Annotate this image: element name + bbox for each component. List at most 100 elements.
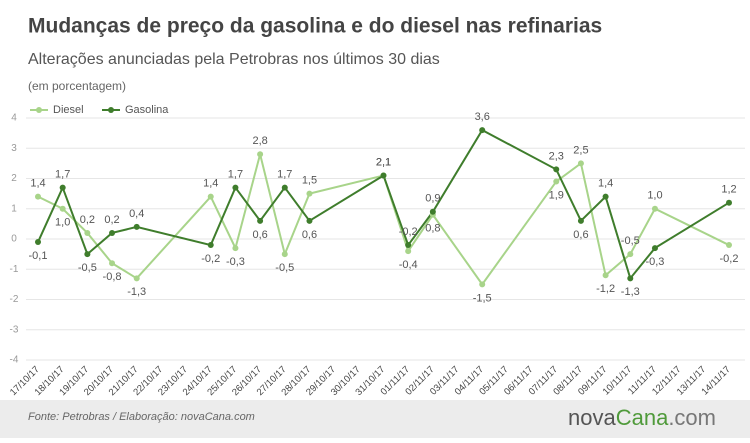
y-tick-label: 2	[11, 173, 17, 184]
data-label: 2,3	[549, 150, 564, 162]
data-label: -0,4	[399, 259, 418, 271]
legend-marker	[36, 107, 42, 113]
point	[35, 193, 41, 200]
point	[257, 217, 264, 224]
data-label: 0,6	[302, 229, 317, 241]
data-label: 0,4	[129, 208, 144, 220]
point	[553, 178, 560, 185]
point	[651, 245, 658, 252]
unit-note: (em porcentagem)	[28, 79, 126, 93]
data-label: -0,2	[720, 253, 739, 265]
logo: novaCana.com	[568, 405, 716, 430]
point	[133, 223, 140, 230]
point	[35, 239, 41, 246]
data-label: -0,8	[103, 271, 122, 283]
data-label: -0,2	[201, 253, 220, 265]
point	[479, 281, 486, 288]
series-line	[37, 128, 730, 281]
chart-title: Mudanças de preço da gasolina e do diese…	[28, 15, 602, 38]
legend-label: Gasolina	[125, 104, 169, 116]
point	[726, 242, 732, 249]
data-label: 2,1	[376, 156, 391, 168]
data-label: -0,5	[621, 235, 640, 247]
data-label: 0,2	[80, 214, 95, 226]
data-label: -0,3	[226, 256, 245, 268]
data-label: 1,2	[721, 184, 736, 196]
data-label: -1,2	[596, 283, 615, 295]
data-label: 2,1	[376, 156, 391, 168]
point	[84, 229, 91, 236]
y-tick-label: -3	[10, 324, 19, 335]
point	[553, 166, 560, 173]
point	[405, 248, 412, 255]
y-tick-label: 4	[11, 113, 17, 124]
point	[306, 217, 313, 224]
point	[133, 275, 140, 282]
point	[257, 151, 264, 158]
data-label: 2,8	[252, 135, 267, 147]
footer-band	[0, 400, 750, 438]
point	[577, 160, 584, 167]
point	[59, 205, 66, 212]
point	[405, 242, 412, 249]
series-line	[37, 154, 730, 287]
data-label: 0,2	[104, 214, 119, 226]
data-label: 3,6	[475, 111, 490, 123]
data-label: 0,6	[252, 229, 267, 241]
point	[207, 242, 214, 249]
data-label: 1,4	[30, 178, 45, 190]
point	[627, 251, 634, 258]
point	[109, 260, 116, 267]
data-label: -0,3	[645, 256, 664, 268]
point	[627, 275, 634, 282]
data-label: 1,4	[598, 178, 613, 190]
point	[602, 193, 609, 200]
legend-marker	[108, 107, 114, 113]
point	[726, 199, 732, 206]
point	[84, 251, 91, 258]
legend-label: Diesel	[53, 104, 84, 116]
point	[281, 251, 288, 258]
data-label: 0,6	[573, 229, 588, 241]
point	[429, 208, 436, 215]
data-label: -1,3	[621, 286, 640, 298]
point	[232, 184, 239, 191]
y-tick-label: -1	[10, 264, 19, 275]
point	[380, 172, 387, 179]
point	[59, 184, 66, 191]
data-label: -0,2	[399, 226, 418, 238]
point	[207, 193, 214, 200]
logo-part: Cana	[616, 405, 669, 430]
y-tick-label: 3	[11, 143, 17, 154]
point	[577, 217, 584, 224]
data-label: 1,4	[203, 178, 218, 190]
y-tick-label: 1	[11, 203, 17, 214]
data-label: 1,7	[228, 168, 243, 180]
point	[306, 190, 313, 197]
point	[602, 272, 609, 279]
data-label: -1,3	[127, 286, 146, 298]
y-tick-label: -4	[10, 355, 19, 366]
data-label: 0,8	[425, 223, 440, 235]
data-label: 1,9	[549, 189, 564, 201]
data-label: 1,0	[55, 217, 70, 229]
y-tick-label: 0	[11, 234, 17, 245]
data-label: 2,5	[573, 144, 588, 156]
data-label: 1,7	[55, 168, 70, 180]
point	[109, 229, 116, 236]
data-label: 1,7	[277, 168, 292, 180]
source: Fonte: Petrobras / Elaboração: novaCana.…	[28, 411, 255, 423]
point	[281, 184, 288, 191]
y-tick-label: -2	[10, 294, 19, 305]
data-label: -0,5	[275, 262, 294, 274]
point	[651, 205, 658, 212]
data-label: -1,5	[473, 292, 492, 304]
data-label: 1,0	[647, 190, 662, 202]
data-label: 0,9	[425, 193, 440, 205]
logo-part: nova	[568, 405, 616, 430]
data-label: -0,5	[78, 262, 97, 274]
point	[479, 127, 486, 134]
logo-part: .com	[668, 405, 716, 430]
data-label: 1,5	[302, 175, 317, 187]
